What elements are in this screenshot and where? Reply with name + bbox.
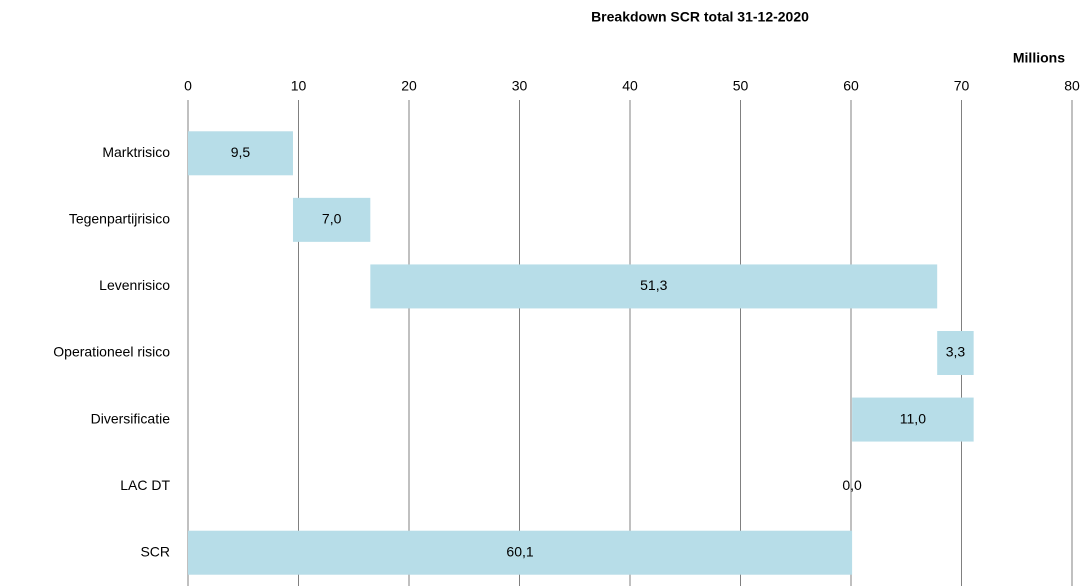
x-tick-label: 10: [291, 78, 307, 94]
y-tick-label: Levenrisico: [99, 277, 170, 293]
y-tick-label: Marktrisico: [102, 144, 170, 160]
bar: [937, 331, 974, 375]
x-tick-label: 30: [512, 78, 528, 94]
x-tick-label: 50: [733, 78, 749, 94]
x-tick-label: 60: [843, 78, 859, 94]
x-tick-label: 70: [954, 78, 970, 94]
y-tick-label: SCR: [140, 543, 170, 559]
chart-title: Breakdown SCR total 31-12-2020: [591, 9, 809, 25]
bar: [370, 264, 938, 309]
y-tick-label: Tegenpartijrisico: [69, 211, 170, 227]
axis-label: Millions: [1013, 50, 1065, 66]
x-tick-label: 80: [1064, 78, 1080, 94]
data-label: 60,1: [506, 543, 533, 559]
x-tick-label: 0: [184, 78, 192, 94]
data-label: 3,3: [946, 344, 966, 360]
x-tick-label: 20: [401, 78, 417, 94]
data-label: 9,5: [231, 144, 251, 160]
bar: [188, 131, 293, 176]
y-tick-label: Operationeel risico: [53, 344, 170, 360]
y-tick-label: LAC DT: [120, 477, 170, 493]
x-tick-label: 40: [622, 78, 638, 94]
data-label: 0,0: [842, 477, 862, 493]
bar: [852, 397, 974, 442]
bar: [188, 530, 853, 575]
data-label: 51,3: [640, 277, 667, 293]
y-tick-label: Diversificatie: [91, 410, 171, 426]
data-label: 11,0: [900, 410, 926, 426]
data-label: 7,0: [322, 211, 342, 227]
bar: [292, 197, 371, 242]
